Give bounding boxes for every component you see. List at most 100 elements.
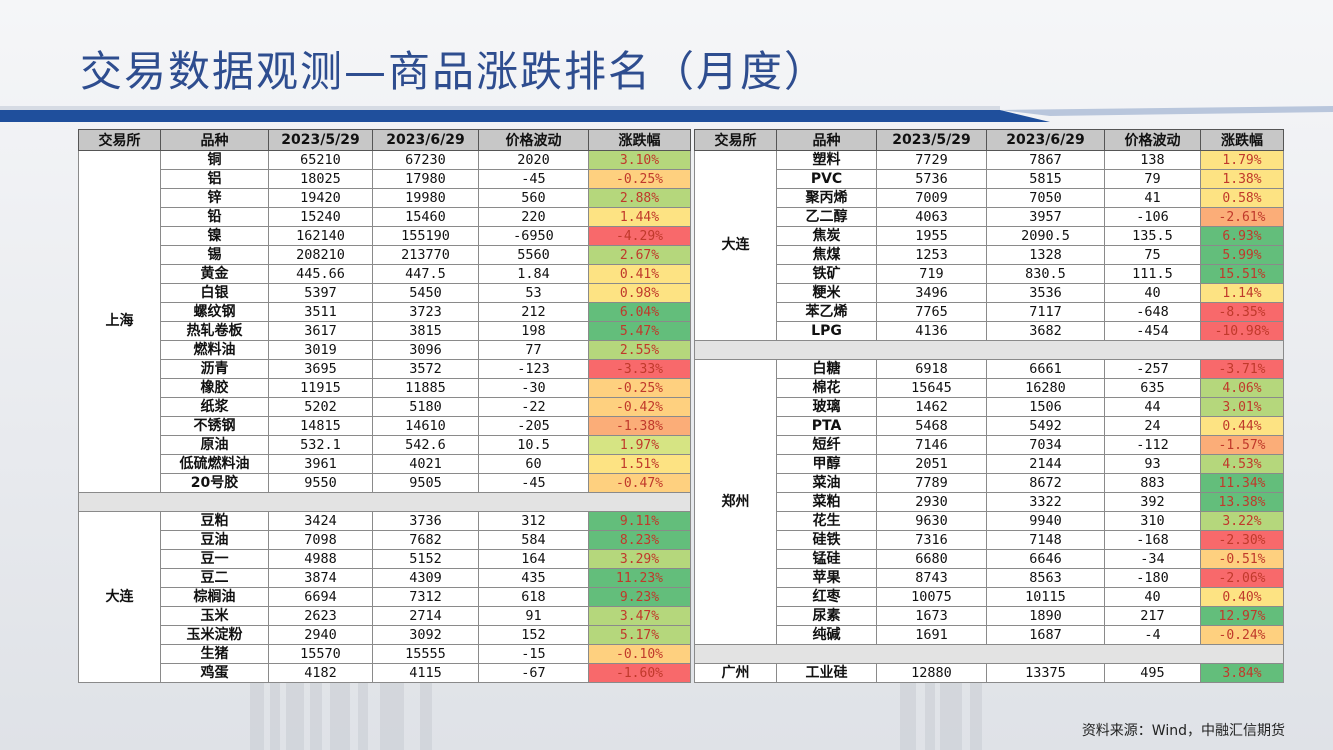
change-cell: 560 xyxy=(478,188,589,208)
table-row: 玉米 2623 2714 91 3.47% xyxy=(79,606,691,626)
table-row: LPG 4136 3682 -454 -10.98% xyxy=(695,321,1284,341)
price-jun-cell: 14610 xyxy=(372,416,479,436)
price-jun-cell: 3815 xyxy=(372,321,479,341)
variety-cell: 锡 xyxy=(160,245,269,265)
variety-cell: 豆二 xyxy=(160,568,269,588)
price-jun-cell: 3096 xyxy=(372,340,479,360)
exchange-cell: 广州 xyxy=(694,663,777,683)
percent-cell: 0.58% xyxy=(1200,188,1284,208)
percent-cell: 3.22% xyxy=(1200,511,1284,531)
price-may-cell: 208210 xyxy=(268,245,373,265)
change-cell: 93 xyxy=(1104,454,1201,474)
price-jun-cell: 3092 xyxy=(372,625,479,645)
change-cell: 495 xyxy=(1104,663,1201,683)
variety-cell: 工业硅 xyxy=(776,663,877,683)
variety-cell: 棕榈油 xyxy=(160,587,269,607)
change-cell: 220 xyxy=(478,207,589,227)
price-jun-cell: 3957 xyxy=(986,207,1105,227)
table-row: 沥青 3695 3572 -123 -3.33% xyxy=(79,359,691,379)
price-may-cell: 7765 xyxy=(876,302,987,322)
price-may-cell: 1673 xyxy=(876,606,987,626)
price-jun-cell: 19980 xyxy=(372,188,479,208)
col-date1: 2023/5/29 xyxy=(268,129,373,151)
percent-cell: 3.29% xyxy=(588,549,691,569)
change-cell: -205 xyxy=(478,416,589,436)
variety-cell: 红枣 xyxy=(776,587,877,607)
price-jun-cell: 3736 xyxy=(372,511,479,531)
price-may-cell: 7316 xyxy=(876,530,987,550)
exchange-cell: 大连 xyxy=(78,511,161,683)
percent-cell: -2.61% xyxy=(1200,207,1284,227)
price-may-cell: 5736 xyxy=(876,169,987,189)
change-cell: 91 xyxy=(478,606,589,626)
percent-cell: 4.06% xyxy=(1200,378,1284,398)
price-may-cell: 719 xyxy=(876,264,987,284)
variety-cell: 热轧卷板 xyxy=(160,321,269,341)
price-may-cell: 4063 xyxy=(876,207,987,227)
table-row: 菜粕 2930 3322 392 13.38% xyxy=(695,492,1284,512)
price-jun-cell: 4115 xyxy=(372,663,479,683)
change-cell: 310 xyxy=(1104,511,1201,531)
change-cell: -106 xyxy=(1104,207,1201,227)
variety-cell: 白银 xyxy=(160,283,269,303)
percent-cell: 2.88% xyxy=(588,188,691,208)
price-may-cell: 15570 xyxy=(268,644,373,664)
variety-cell: 短纤 xyxy=(776,435,877,455)
change-cell: 217 xyxy=(1104,606,1201,626)
price-may-cell: 2051 xyxy=(876,454,987,474)
table-row: 焦煤 1253 1328 75 5.99% xyxy=(695,245,1284,265)
price-jun-cell: 5152 xyxy=(372,549,479,569)
left-header-row: 交易所 品种 2023/5/29 2023/6/29 价格波动 涨跌幅 xyxy=(78,129,691,151)
price-may-cell: 3695 xyxy=(268,359,373,379)
price-may-cell: 2940 xyxy=(268,625,373,645)
table-row: 苯乙烯 7765 7117 -648 -8.35% xyxy=(695,302,1284,322)
table-row: 20号胶 9550 9505 -45 -0.47% xyxy=(79,473,691,493)
change-cell: -45 xyxy=(478,169,589,189)
percent-cell: 0.44% xyxy=(1200,416,1284,436)
col-percent: 涨跌幅 xyxy=(588,129,691,151)
variety-cell: 白糖 xyxy=(776,359,877,379)
table-row: 尿素 1673 1890 217 12.97% xyxy=(695,606,1284,626)
table-row: 铅 15240 15460 220 1.44% xyxy=(79,207,691,227)
percent-cell: -1.60% xyxy=(588,663,691,683)
col-variety: 品种 xyxy=(160,129,269,151)
table-row: 纸浆 5202 5180 -22 -0.42% xyxy=(79,397,691,417)
variety-cell: 铜 xyxy=(160,150,269,170)
price-may-cell: 15240 xyxy=(268,207,373,227)
variety-cell: 铁矿 xyxy=(776,264,877,284)
table-row: 广州 工业硅 12880 13375 495 3.84% xyxy=(694,663,1284,683)
price-jun-cell: 213770 xyxy=(372,245,479,265)
price-jun-cell: 6661 xyxy=(986,359,1105,379)
price-jun-cell: 1328 xyxy=(986,245,1105,265)
percent-cell: 5.47% xyxy=(588,321,691,341)
table-row: 纯碱 1691 1687 -4 -0.24% xyxy=(695,625,1284,645)
table-row: 玻璃 1462 1506 44 3.01% xyxy=(695,397,1284,417)
separator-cell xyxy=(694,644,1284,664)
percent-cell: 3.01% xyxy=(1200,397,1284,417)
variety-cell: 豆油 xyxy=(160,530,269,550)
percent-cell: -0.51% xyxy=(1200,549,1284,569)
table-row: 螺纹钢 3511 3723 212 6.04% xyxy=(79,302,691,322)
table-row: 锡 208210 213770 5560 2.67% xyxy=(79,245,691,265)
price-jun-cell: 3572 xyxy=(372,359,479,379)
change-cell: 10.5 xyxy=(478,435,589,455)
col-percent: 涨跌幅 xyxy=(1200,129,1284,151)
price-jun-cell: 4021 xyxy=(372,454,479,474)
table-row: 橡胶 11915 11885 -30 -0.25% xyxy=(79,378,691,398)
price-jun-cell: 5492 xyxy=(986,416,1105,436)
percent-cell: 6.93% xyxy=(1200,226,1284,246)
price-jun-cell: 67230 xyxy=(372,150,479,170)
page-title: 交易数据观测—商品涨跌排名（月度） xyxy=(80,47,829,96)
price-jun-cell: 3682 xyxy=(986,321,1105,341)
percent-cell: 9.11% xyxy=(588,511,691,531)
percent-cell: 1.14% xyxy=(1200,283,1284,303)
separator-cell xyxy=(78,492,691,512)
percent-cell: 11.23% xyxy=(588,568,691,588)
table-row: 生猪 15570 15555 -15 -0.10% xyxy=(79,644,691,664)
price-may-cell: 6694 xyxy=(268,587,373,607)
price-jun-cell: 7682 xyxy=(372,530,479,550)
price-jun-cell: 7034 xyxy=(986,435,1105,455)
table-row: 大连 豆粕 3424 3736 312 9.11% xyxy=(78,511,691,683)
table-row: 镍 162140 155190 -6950 -4.29% xyxy=(79,226,691,246)
